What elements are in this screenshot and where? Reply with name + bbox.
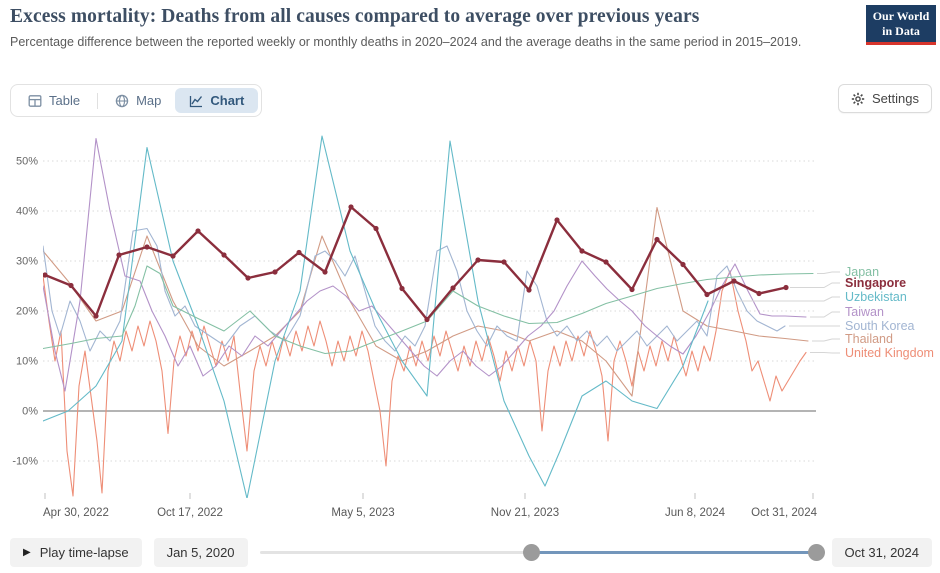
series-line-japan[interactable] xyxy=(43,265,814,355)
legend-label-uzbekistan[interactable]: Uzbekistan xyxy=(845,290,907,304)
series-marker-singapore[interactable] xyxy=(704,291,710,298)
series-marker-singapore[interactable] xyxy=(144,244,150,250)
legend-connector-japan xyxy=(817,271,840,274)
series-marker-singapore[interactable] xyxy=(603,259,609,265)
x-axis-label: Apr 30, 2022 xyxy=(43,507,109,519)
legend-connector-taiwan xyxy=(810,311,840,318)
play-timelapse-label: Play time-lapse xyxy=(39,544,129,560)
x-axis-label: Nov 21, 2023 xyxy=(491,507,559,519)
globe-icon xyxy=(115,94,129,107)
page-subtitle: Percentage difference between the report… xyxy=(10,35,802,49)
owid-logo-line1: Our World xyxy=(872,8,930,23)
chart-plot[interactable]: 50% 40% 30% 20% 10% 0% -10% Apr 30, 2022 Oct 17,… xyxy=(0,118,940,532)
y-axis-label: 50% xyxy=(16,156,38,168)
legend-label-united-kingdom[interactable]: United Kingdom xyxy=(845,346,934,360)
series-marker-singapore[interactable] xyxy=(296,249,302,256)
owid-logo-line2: in Data xyxy=(882,23,920,38)
x-axis-label: Jun 8, 2024 xyxy=(665,507,726,519)
settings-label: Settings xyxy=(872,91,919,106)
x-axis-label: Oct 31, 2024 xyxy=(751,507,817,519)
timeline-start-handle[interactable] xyxy=(522,544,540,561)
line-chart-icon xyxy=(190,95,203,107)
timeline-slider[interactable] xyxy=(259,536,825,568)
owid-logo[interactable]: Our World in Data xyxy=(866,5,936,45)
chart-header: Excess mortality: Deaths from all causes… xyxy=(10,6,858,52)
settings-button[interactable]: Settings xyxy=(838,84,932,113)
legend-connector-united-kingdom xyxy=(810,352,840,354)
series-line-thailand[interactable] xyxy=(43,206,809,397)
series-marker-singapore[interactable] xyxy=(501,259,507,265)
tab-chart[interactable]: Chart xyxy=(175,88,259,113)
tab-chart-label: Chart xyxy=(210,93,245,108)
legend-label-japan[interactable]: Japan xyxy=(845,265,879,279)
series-marker-singapore[interactable] xyxy=(399,285,405,292)
table-icon xyxy=(28,94,42,107)
y-axis-label: 0% xyxy=(22,406,38,418)
series-marker-singapore[interactable] xyxy=(68,282,74,289)
tab-map-label: Map xyxy=(136,93,162,108)
legend-connector-uzbekistan xyxy=(712,296,840,302)
series-line-united-kingdom[interactable] xyxy=(43,270,807,497)
series-line-uzbekistan[interactable] xyxy=(43,135,709,499)
series-marker-singapore[interactable] xyxy=(450,285,456,291)
timeline-controls: ▶ Play time-lapse Jan 5, 2020 Oct 31, 20… xyxy=(10,536,932,568)
series-marker-singapore[interactable] xyxy=(554,217,560,223)
series-marker-singapore[interactable] xyxy=(116,252,122,258)
page-title: Excess mortality: Deaths from all causes… xyxy=(10,6,700,27)
tab-divider xyxy=(97,92,99,109)
view-tabs: Table Map Chart xyxy=(10,84,263,117)
play-timelapse-button[interactable]: ▶ Play time-lapse xyxy=(10,537,142,567)
timeline-start-date[interactable]: Jan 5, 2020 xyxy=(153,537,248,567)
series-marker-singapore[interactable] xyxy=(654,236,660,243)
y-axis-label: 30% xyxy=(16,256,38,268)
tab-table[interactable]: Table xyxy=(14,88,94,113)
legend-connector-thailand xyxy=(812,338,840,342)
timeline-end-date[interactable]: Oct 31, 2024 xyxy=(831,537,932,567)
gear-icon xyxy=(851,92,865,105)
series-marker-singapore[interactable] xyxy=(42,272,48,278)
legend-label-thailand[interactable]: Thailand xyxy=(845,332,893,346)
legend-label-south-korea[interactable]: South Korea xyxy=(845,319,915,333)
series-marker-singapore[interactable] xyxy=(322,269,328,275)
series-marker-singapore[interactable] xyxy=(783,284,789,291)
series-marker-singapore[interactable] xyxy=(170,253,176,259)
series-line-singapore[interactable] xyxy=(43,205,788,321)
series-marker-singapore[interactable] xyxy=(475,257,481,263)
legend-label-singapore[interactable]: Singapore xyxy=(845,276,906,290)
tab-map[interactable]: Map xyxy=(101,88,175,113)
series-marker-singapore[interactable] xyxy=(756,290,762,297)
series-line-taiwan[interactable] xyxy=(43,137,807,392)
series-marker-singapore[interactable] xyxy=(93,313,99,319)
series-marker-singapore[interactable] xyxy=(272,269,278,275)
legend-label-taiwan[interactable]: Taiwan xyxy=(845,305,884,319)
series-marker-singapore[interactable] xyxy=(526,287,532,293)
timeline-selected-range[interactable] xyxy=(530,550,818,554)
timeline-end-handle[interactable] xyxy=(807,544,825,561)
legend-connector-singapore xyxy=(790,282,840,288)
tab-table-label: Table xyxy=(49,93,81,108)
series-marker-singapore[interactable] xyxy=(195,228,201,234)
y-axis-label: -10% xyxy=(12,456,38,468)
toolbar: Table Map Chart xyxy=(10,84,932,117)
series-marker-singapore[interactable] xyxy=(731,278,737,284)
series-marker-singapore[interactable] xyxy=(680,261,686,268)
y-axis-label: 10% xyxy=(16,356,38,368)
series-marker-singapore[interactable] xyxy=(221,252,227,258)
y-axis-label: 20% xyxy=(16,306,38,318)
y-axis-label: 40% xyxy=(16,206,38,218)
x-axis-label: Oct 17, 2022 xyxy=(157,507,223,519)
series-marker-singapore[interactable] xyxy=(629,286,635,293)
series-marker-singapore[interactable] xyxy=(245,275,251,281)
series-marker-singapore[interactable] xyxy=(348,204,354,210)
series-line-south-korea[interactable] xyxy=(43,227,786,352)
x-axis-label: May 5, 2023 xyxy=(331,507,394,519)
series-marker-singapore[interactable] xyxy=(579,248,585,254)
play-icon: ▶ xyxy=(23,546,31,558)
series-marker-singapore[interactable] xyxy=(424,316,430,323)
series-marker-singapore[interactable] xyxy=(373,225,379,232)
